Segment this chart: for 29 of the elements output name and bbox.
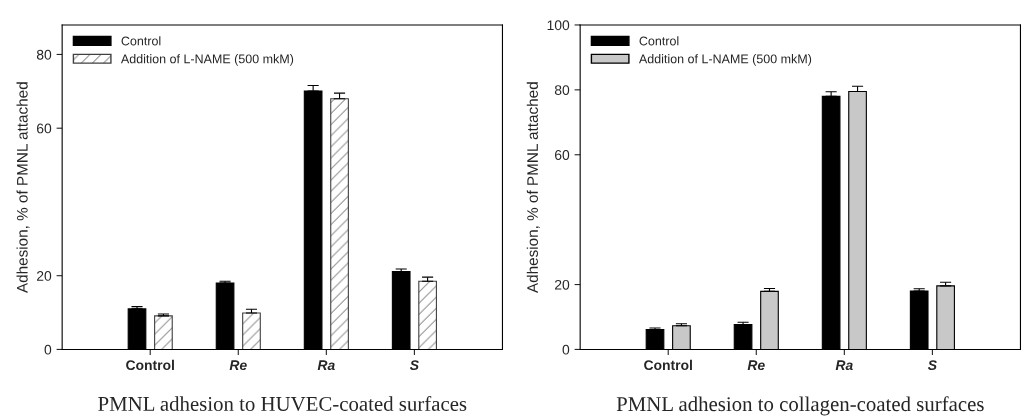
x-tick-label: S — [409, 360, 419, 371]
x-tick-label: Re — [229, 360, 247, 371]
x-tick-label: Ra — [835, 360, 853, 371]
bar — [330, 98, 349, 350]
y-tick-label: 80 — [554, 85, 570, 96]
legend-label: Addition of L-NAME (500 mkM) — [120, 54, 294, 66]
legend-label: Addition of L-NAME (500 mkM) — [638, 54, 812, 66]
bar — [242, 312, 261, 350]
text: PMNL adhesion to collagen-coated surfaces — [616, 396, 984, 416]
y-tick-label: 0 — [44, 344, 52, 355]
y-axis-title: Adhesion, % of PMNL attached — [16, 82, 30, 294]
x-tick-label: Control — [126, 359, 174, 371]
y-axis-title: Adhesion, % of PMNL attached — [526, 82, 540, 294]
bar — [154, 315, 173, 350]
y-tick-label: 60 — [37, 123, 52, 134]
legend-label: Control — [121, 36, 161, 46]
x-tick-label: Re — [747, 360, 765, 371]
x-tick-label: Control — [644, 359, 692, 371]
y-tick-label: 60 — [555, 150, 570, 160]
y-tick-label: 100 — [547, 20, 570, 31]
text: PMNL adhesion to HUVEC-coated surfaces — [98, 396, 467, 412]
y-tick-label: 0 — [562, 344, 570, 355]
x-tick-label: S — [927, 360, 937, 371]
bar — [418, 280, 437, 350]
x-tick-label: Ra — [317, 360, 335, 371]
y-tick-label: 80 — [36, 49, 52, 60]
y-tick-label: 20 — [37, 271, 52, 281]
legend-label: Control — [639, 36, 679, 46]
y-tick-label: 20 — [555, 279, 570, 290]
